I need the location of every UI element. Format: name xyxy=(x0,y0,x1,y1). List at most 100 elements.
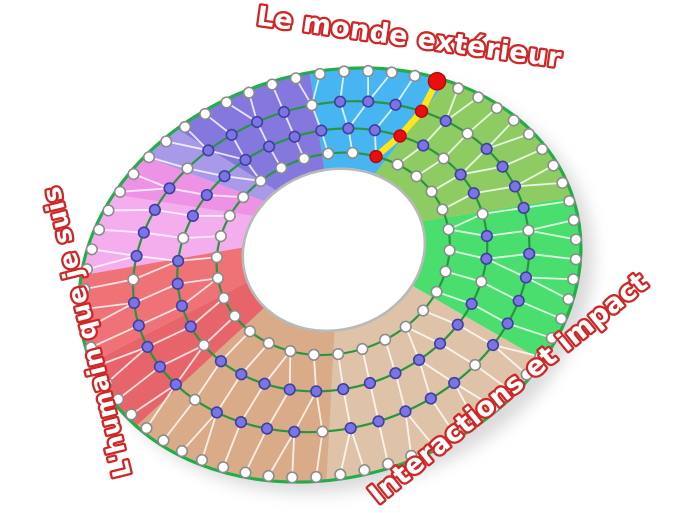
graph-node[interactable] xyxy=(225,128,238,141)
graph-node[interactable] xyxy=(389,367,402,380)
graph-node[interactable] xyxy=(412,353,426,366)
graph-node[interactable] xyxy=(363,376,377,390)
sector-red-dark[interactable] xyxy=(82,279,287,433)
graph-node[interactable] xyxy=(297,152,311,165)
graph-node[interactable] xyxy=(262,337,275,350)
graph-node[interactable] xyxy=(361,64,375,78)
graph-node[interactable] xyxy=(512,294,525,307)
graph-node[interactable] xyxy=(211,272,224,285)
graph-node[interactable] xyxy=(214,230,227,243)
graph-node[interactable] xyxy=(169,378,182,391)
graph-node[interactable] xyxy=(490,101,503,115)
graph-node[interactable] xyxy=(391,158,404,171)
graph-node[interactable] xyxy=(210,406,223,419)
graph-node[interactable] xyxy=(214,355,228,368)
graph-node[interactable] xyxy=(405,449,418,462)
sector-pink-main[interactable] xyxy=(106,127,269,254)
graph-node[interactable] xyxy=(210,251,223,264)
sector-purple-light[interactable] xyxy=(140,106,279,231)
graph-node[interactable] xyxy=(250,115,264,129)
graph-node[interactable] xyxy=(424,392,437,405)
sector-blue[interactable] xyxy=(296,35,467,188)
graph-node[interactable] xyxy=(172,254,185,268)
graph-node[interactable] xyxy=(472,91,485,104)
graph-node[interactable] xyxy=(163,182,176,195)
graph-node[interactable] xyxy=(127,167,140,181)
graph-node[interactable] xyxy=(316,425,329,438)
graph-node[interactable] xyxy=(84,341,98,354)
graph-node[interactable] xyxy=(91,359,104,372)
graph-node[interactable] xyxy=(448,428,462,441)
graph-node[interactable] xyxy=(534,350,547,363)
graph-node[interactable] xyxy=(260,422,274,435)
graph-node[interactable] xyxy=(305,99,318,112)
graph-node[interactable] xyxy=(569,233,583,246)
graph-node[interactable] xyxy=(237,191,250,204)
graph-node[interactable] xyxy=(148,203,161,216)
graph-node[interactable] xyxy=(342,122,355,135)
graph-node[interactable] xyxy=(199,107,212,121)
graph-node[interactable] xyxy=(254,174,267,188)
graph-node[interactable] xyxy=(195,453,209,467)
graph-node[interactable] xyxy=(220,96,233,109)
graph-node[interactable] xyxy=(284,344,297,358)
graph-node[interactable] xyxy=(217,291,231,305)
sector-pink-light[interactable] xyxy=(61,157,262,295)
graph-node[interactable] xyxy=(80,263,94,276)
graph-node[interactable] xyxy=(437,152,450,165)
graph-node[interactable] xyxy=(469,415,482,428)
graph-node[interactable] xyxy=(153,360,167,373)
graph-node[interactable] xyxy=(517,201,530,214)
graph-node[interactable] xyxy=(113,185,127,198)
graph-node[interactable] xyxy=(288,425,301,438)
graph-node[interactable] xyxy=(505,385,518,398)
graph-node[interactable] xyxy=(157,434,170,447)
sector-purple-main[interactable] xyxy=(172,70,340,213)
graph-node[interactable] xyxy=(258,377,271,390)
graph-node[interactable] xyxy=(313,67,327,81)
graph-node[interactable] xyxy=(175,299,189,312)
highlighted-node[interactable] xyxy=(369,149,384,164)
graph-node[interactable] xyxy=(140,422,153,435)
graph-node[interactable] xyxy=(102,204,115,217)
graph-node[interactable] xyxy=(480,252,493,265)
graph-node[interactable] xyxy=(127,273,140,286)
graph-node[interactable] xyxy=(480,229,493,243)
graph-node[interactable] xyxy=(555,312,568,325)
graph-node[interactable] xyxy=(286,471,299,484)
graph-node[interactable] xyxy=(451,318,464,331)
graph-node[interactable] xyxy=(519,271,533,284)
graph-node[interactable] xyxy=(283,383,296,396)
graph-node[interactable] xyxy=(389,98,402,111)
graph-node[interactable] xyxy=(127,296,141,309)
graph-node[interactable] xyxy=(80,322,93,335)
graph-node[interactable] xyxy=(242,86,256,99)
graph-node[interactable] xyxy=(184,320,197,333)
graph-node[interactable] xyxy=(379,333,392,346)
graph-node[interactable] xyxy=(399,320,412,333)
graph-node[interactable] xyxy=(178,120,192,134)
graph-node[interactable] xyxy=(177,231,190,245)
graph-node[interactable] xyxy=(334,468,347,481)
graph-node[interactable] xyxy=(562,293,575,306)
graph-node[interactable] xyxy=(239,466,252,479)
graph-node[interactable] xyxy=(181,162,194,175)
graph-node[interactable] xyxy=(137,226,150,239)
graph-node[interactable] xyxy=(171,277,184,290)
graph-node[interactable] xyxy=(468,358,482,372)
graph-node[interactable] xyxy=(427,439,440,453)
graph-node[interactable] xyxy=(507,114,520,127)
graph-node[interactable] xyxy=(569,253,582,266)
sector-green-main[interactable] xyxy=(395,177,616,391)
graph-node[interactable] xyxy=(262,469,275,483)
highlighted-node[interactable] xyxy=(414,104,429,119)
graph-node[interactable] xyxy=(452,82,465,95)
graph-node[interactable] xyxy=(416,304,430,317)
graph-node[interactable] xyxy=(372,415,385,428)
graph-node[interactable] xyxy=(315,124,328,137)
graph-node[interactable] xyxy=(239,153,252,166)
graph-node[interactable] xyxy=(202,144,215,157)
graph-node[interactable] xyxy=(310,385,323,398)
graph-node[interactable] xyxy=(188,393,202,406)
graph-node[interactable] xyxy=(381,457,395,471)
